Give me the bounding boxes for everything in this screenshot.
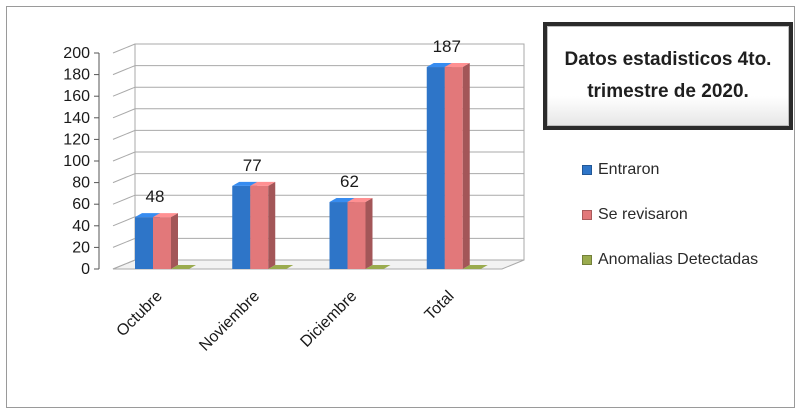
chart-legend: Entraron Se revisaron Anomalias Detectad… — [582, 157, 758, 273]
bar-side — [365, 198, 373, 269]
x-category-label: Noviembre — [196, 288, 263, 355]
bar — [250, 185, 269, 269]
legend-item-entraron: Entraron — [582, 157, 758, 183]
legend-swatch-entraron — [582, 165, 592, 175]
x-category-label: Octubre — [114, 288, 166, 340]
gridline — [112, 194, 524, 205]
chart-title: Datos estadisticos 4to. trimestre de 202… — [564, 49, 772, 102]
bar-top — [232, 181, 258, 186]
y-tick-label: 140 — [63, 110, 90, 127]
gridline — [112, 173, 524, 184]
bar-top — [347, 198, 373, 203]
gridline — [112, 216, 524, 227]
x-category-label: Total — [422, 288, 458, 324]
gridline — [112, 129, 524, 140]
gridline — [112, 151, 524, 162]
bar-top — [250, 181, 276, 186]
legend-swatch-se-revisaron — [582, 210, 592, 220]
y-tick-label: 200 — [63, 45, 90, 62]
chart-title-box: Datos estadisticos 4to. trimestre de 202… — [543, 22, 793, 130]
bar-side — [462, 63, 470, 269]
bar-top — [426, 63, 452, 68]
data-label: 77 — [243, 156, 262, 175]
bar-top — [329, 198, 355, 203]
y-tick-label: 180 — [63, 67, 90, 84]
bar — [232, 185, 251, 269]
data-label: 187 — [433, 37, 461, 56]
legend-label-anomalias: Anomalias Detectadas — [598, 251, 759, 268]
bar — [153, 217, 171, 269]
bar — [426, 67, 445, 269]
bar-side — [268, 181, 276, 269]
y-tick-label: 160 — [63, 88, 90, 105]
y-tick-label: 80 — [72, 175, 90, 192]
y-tick-label: 100 — [63, 153, 90, 170]
bar — [347, 202, 366, 269]
y-tick-label: 0 — [81, 261, 90, 278]
gridline — [112, 86, 524, 97]
bar-side — [171, 213, 178, 269]
legend-item-anomalias: Anomalias Detectadas — [582, 247, 758, 273]
bar-top — [153, 213, 178, 218]
legend-item-se-revisaron: Se revisaron — [582, 202, 758, 228]
bar-top — [135, 213, 160, 218]
legend-swatch-anomalias — [582, 255, 592, 265]
bar-flat — [462, 265, 488, 269]
legend-label-entraron: Entraron — [598, 161, 660, 178]
bar — [135, 217, 153, 269]
y-tick-label: 120 — [63, 131, 90, 148]
bar-flat — [365, 265, 391, 269]
data-label: 48 — [146, 187, 165, 206]
legend-label-se-revisaron: Se revisaron — [598, 206, 688, 223]
bar-flat — [268, 265, 294, 269]
y-tick-label: 40 — [72, 218, 90, 235]
gridline — [112, 65, 524, 76]
gridline — [112, 108, 524, 119]
bar — [444, 67, 463, 269]
x-category-label: Diciembre — [297, 288, 360, 351]
gridline — [112, 43, 524, 54]
bar — [329, 202, 348, 269]
data-label: 62 — [340, 172, 359, 191]
bar-top — [444, 63, 470, 68]
bar-flat — [171, 265, 196, 269]
y-tick-label: 20 — [72, 239, 90, 256]
y-tick-label: 60 — [72, 196, 90, 213]
